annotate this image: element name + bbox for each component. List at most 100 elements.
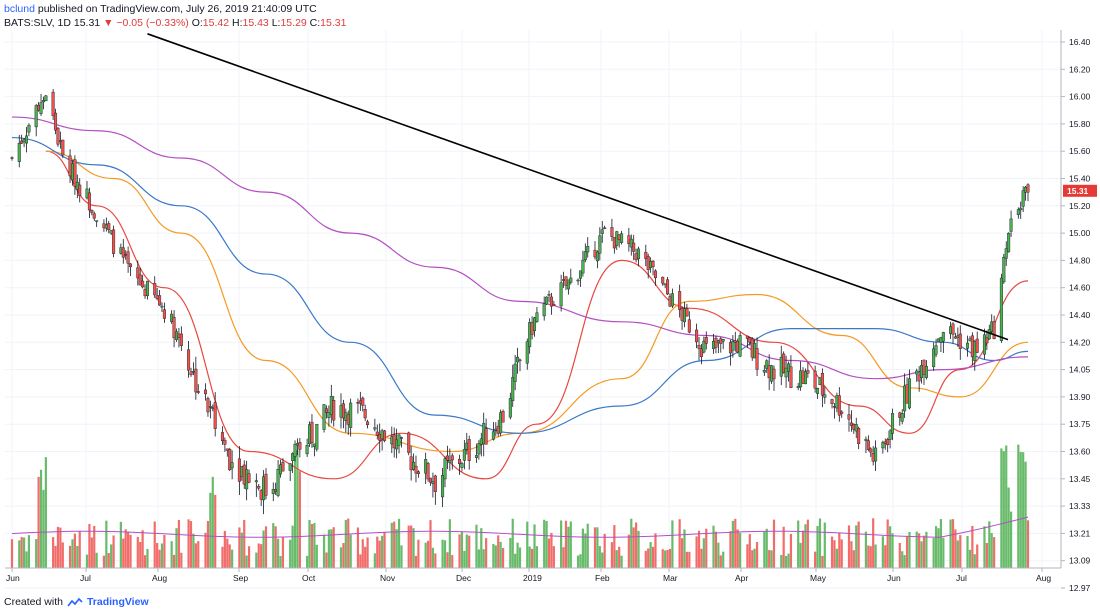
moving-average-line: [11, 116, 1029, 380]
volume-bar: [772, 519, 776, 568]
tradingview-brand[interactable]: TradingView: [86, 596, 149, 608]
candle-body: [886, 439, 890, 446]
volume-bar: [310, 524, 314, 568]
volume-bar: [734, 518, 737, 568]
volume-bar: [627, 534, 630, 568]
candle-body: [361, 397, 365, 406]
last-price-tag-label: 15.31: [1067, 186, 1089, 196]
candle-body: [970, 335, 974, 358]
time-tick-label: Aug: [1036, 573, 1051, 583]
candle-body: [832, 406, 836, 408]
candle-body: [312, 443, 316, 448]
candle-body: [644, 251, 648, 259]
plot-area[interactable]: [5, 30, 1061, 568]
volume-bar: [990, 533, 993, 568]
candle-body: [559, 282, 563, 307]
candle-body: [378, 434, 382, 441]
volume-bar: [697, 530, 701, 568]
candle-body: [598, 235, 602, 254]
volume-bar: [683, 529, 686, 568]
candle-body: [58, 140, 62, 142]
candle-body: [288, 463, 292, 471]
volume-bar: [110, 544, 113, 568]
author-name[interactable]: bclund: [4, 3, 35, 15]
candle-body: [129, 263, 133, 268]
moving-averages: [11, 116, 1029, 480]
volume-bar: [528, 546, 531, 568]
candle-body: [835, 395, 839, 409]
volume-bar: [322, 534, 326, 568]
candle-body: [712, 341, 716, 349]
volume-bar: [231, 549, 234, 568]
candle-body: [576, 279, 580, 282]
volume-bar: [298, 471, 301, 568]
volume-bar: [424, 542, 427, 568]
candle-body: [324, 408, 328, 413]
volume-bar: [874, 544, 877, 568]
volume-bar: [973, 554, 976, 568]
candle-body: [407, 432, 411, 453]
volume-bar: [569, 521, 572, 568]
price-tick-label: 14.05: [1069, 365, 1091, 375]
volume-bar: [22, 537, 26, 568]
candle-body: [682, 308, 686, 323]
price-tick-label: 14.40: [1069, 310, 1091, 320]
candle-body: [191, 371, 195, 373]
volume-bar: [175, 528, 178, 568]
candle-body: [975, 338, 979, 353]
volume-bar: [172, 554, 176, 568]
volume-bar: [954, 529, 957, 568]
time-axis[interactable]: Jun Jul Aug Sep Oct Nov Dec 2019 Feb Mar Apr May Jun…: [6, 568, 1051, 583]
price-tick-label: 15.00: [1069, 228, 1091, 238]
candle-body: [240, 466, 244, 477]
volume-bar: [400, 545, 403, 568]
volume-bar: [393, 521, 396, 568]
volume-bar: [71, 539, 74, 568]
volume-bar: [342, 543, 345, 568]
candle-body: [849, 422, 853, 426]
low-label: L:: [271, 17, 281, 29]
symbol-label[interactable]: BATS:SLV, 1D: [4, 17, 71, 29]
price-tick-label: 13.33: [1069, 501, 1091, 511]
candle-body: [542, 303, 546, 317]
time-tick-label: Apr: [735, 573, 748, 583]
candle-body: [685, 308, 689, 317]
candle-body: [595, 251, 599, 262]
candle-body: [397, 434, 401, 446]
trendline[interactable]: [147, 33, 1009, 341]
volume-bar: [654, 533, 657, 568]
candle-body: [653, 270, 657, 279]
volume-bar: [635, 522, 638, 568]
candle-body: [138, 274, 142, 286]
candle-body: [949, 326, 953, 334]
candle-body: [409, 456, 413, 471]
volume-bar: [678, 519, 681, 568]
candle-body: [782, 353, 786, 373]
candle-body: [864, 438, 868, 441]
candle-body: [291, 453, 295, 461]
candle-body: [37, 104, 41, 111]
candle-body: [22, 139, 26, 143]
volume-bar: [835, 548, 838, 568]
price-tick-label: 15.20: [1069, 201, 1091, 211]
volume-bar: [564, 520, 568, 568]
volume-bar: [197, 541, 200, 568]
volume-bar: [922, 535, 926, 568]
volume-bar: [746, 544, 749, 568]
volume-bar: [139, 541, 142, 568]
volume-bar: [1007, 487, 1010, 568]
candle-body: [298, 442, 302, 450]
volume-bar: [347, 518, 350, 568]
volume-bar: [124, 529, 127, 568]
price-axis[interactable]: 16.40 16.20 16.00 15.80 15.60 15.40 15.20 15.00…: [1061, 37, 1091, 593]
volume-bar: [376, 536, 379, 568]
volume-bar: [192, 533, 195, 568]
volume-bar: [535, 546, 539, 568]
candle-body: [922, 359, 926, 375]
candle-body: [1026, 184, 1030, 193]
candle-body: [194, 368, 198, 393]
candle-body: [508, 398, 512, 418]
candle-body: [257, 486, 261, 489]
resistance-trendline[interactable]: [147, 33, 1009, 341]
